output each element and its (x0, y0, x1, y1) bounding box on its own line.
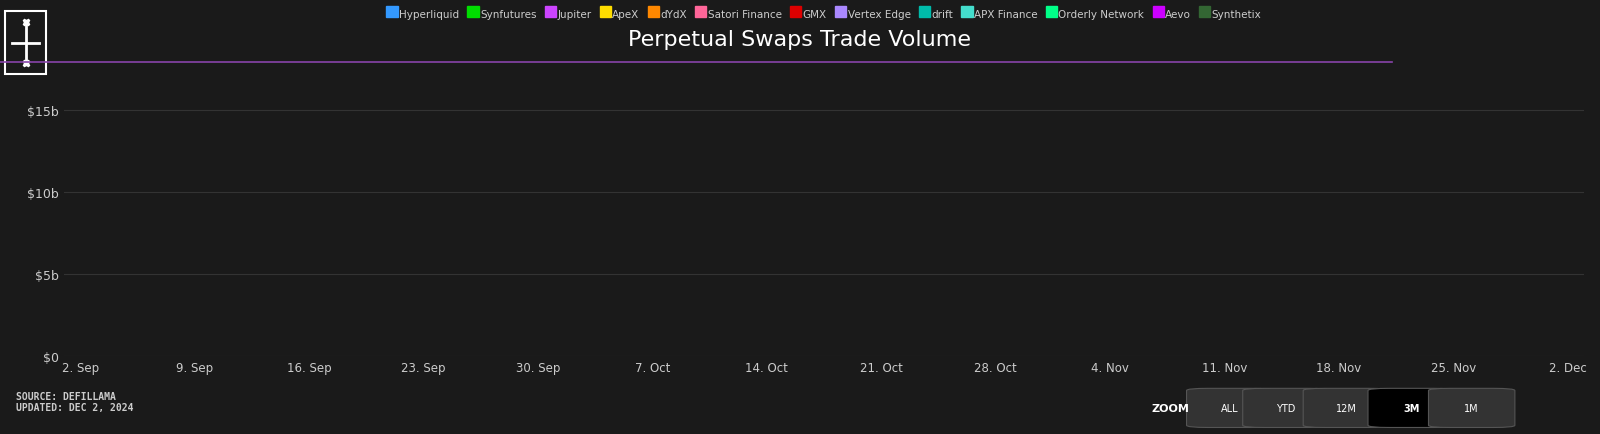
Text: ALL: ALL (1221, 403, 1238, 413)
Text: 12M: 12M (1336, 403, 1357, 413)
FancyBboxPatch shape (1368, 388, 1454, 427)
Text: Perpetual Swaps Trade Volume: Perpetual Swaps Trade Volume (629, 30, 971, 50)
FancyBboxPatch shape (1243, 388, 1330, 427)
Text: 3M: 3M (1403, 403, 1419, 413)
Legend: Hyperliquid, Synfutures, Jupiter, ApeX, dYdX, Satori Finance, GMX, Vertex Edge, : Hyperliquid, Synfutures, Jupiter, ApeX, … (382, 6, 1266, 24)
FancyBboxPatch shape (1302, 388, 1389, 427)
Text: 1M: 1M (1464, 403, 1478, 413)
Text: SOURCE: DEFILLAMA
UPDATED: DEC 2, 2024: SOURCE: DEFILLAMA UPDATED: DEC 2, 2024 (16, 391, 133, 412)
FancyBboxPatch shape (1187, 388, 1274, 427)
FancyBboxPatch shape (1429, 388, 1515, 427)
Text: YTD: YTD (1277, 403, 1296, 413)
Text: ZOOM: ZOOM (1152, 403, 1190, 413)
